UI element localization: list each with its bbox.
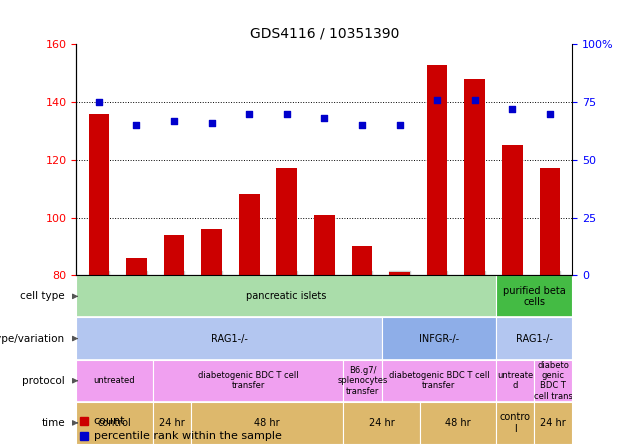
Bar [427,64,448,275]
Bar [201,229,222,275]
Point [207,119,217,127]
Text: untreated: untreated [93,376,135,385]
Text: percentile rank within the sample: percentile rank within the sample [93,431,282,441]
Point [469,96,480,103]
Point [507,106,517,113]
Text: genotype/variation: genotype/variation [0,333,65,344]
Text: RAG1-/-: RAG1-/- [516,333,553,344]
Text: purified beta
cells: purified beta cells [503,285,565,307]
Bar [496,402,534,444]
Text: diabetogenic BDC T cell
transfer: diabetogenic BDC T cell transfer [389,371,489,390]
Text: diabeto
genic
BDC T
cell trans: diabeto genic BDC T cell trans [534,361,573,401]
Bar [534,360,572,402]
Text: control: control [97,418,132,428]
Point [319,115,329,122]
Text: time: time [41,418,65,428]
Point [357,122,367,129]
Text: B6.g7/
splenocytes
transfer: B6.g7/ splenocytes transfer [337,366,388,396]
Bar [496,275,572,317]
Bar [153,402,191,444]
Bar [343,402,420,444]
Bar [191,402,343,444]
Point [394,122,404,129]
Point [93,99,104,106]
Bar [464,79,485,275]
Point [169,117,179,124]
Text: INFGR-/-: INFGR-/- [418,333,459,344]
Bar [420,402,496,444]
Text: 24 hr: 24 hr [541,418,566,428]
Bar [277,168,297,275]
Bar [382,317,496,360]
Point [432,96,442,103]
Text: pancreatic islets: pancreatic islets [246,291,326,301]
Bar [239,194,259,275]
Bar [496,360,534,402]
Point [244,110,254,117]
Text: 48 hr: 48 hr [445,418,471,428]
Bar [163,235,184,275]
Bar [496,317,572,360]
Bar [88,114,109,275]
Text: untreate
d: untreate d [497,371,533,390]
Text: count: count [93,416,125,426]
Text: 24 hr: 24 hr [369,418,394,428]
Point [545,110,555,117]
Bar [126,258,147,275]
Text: diabetogenic BDC T cell
transfer: diabetogenic BDC T cell transfer [198,371,298,390]
Text: 24 hr: 24 hr [159,418,184,428]
Bar [153,360,343,402]
Text: 48 hr: 48 hr [254,418,280,428]
Text: protocol: protocol [22,376,65,386]
Bar [343,360,382,402]
Bar [76,402,153,444]
Bar [76,317,382,360]
Bar [76,360,153,402]
Point [132,122,142,129]
Title: GDS4116 / 10351390: GDS4116 / 10351390 [250,27,399,40]
Bar [539,168,560,275]
Text: cell type: cell type [20,291,65,301]
Bar [389,272,410,275]
Text: RAG1-/-: RAG1-/- [211,333,247,344]
Bar [76,275,496,317]
Bar [352,246,372,275]
Bar [534,402,572,444]
Text: contro
l: contro l [500,412,530,434]
Bar [382,360,496,402]
Point [282,110,292,117]
Bar [314,214,335,275]
Bar [502,145,523,275]
